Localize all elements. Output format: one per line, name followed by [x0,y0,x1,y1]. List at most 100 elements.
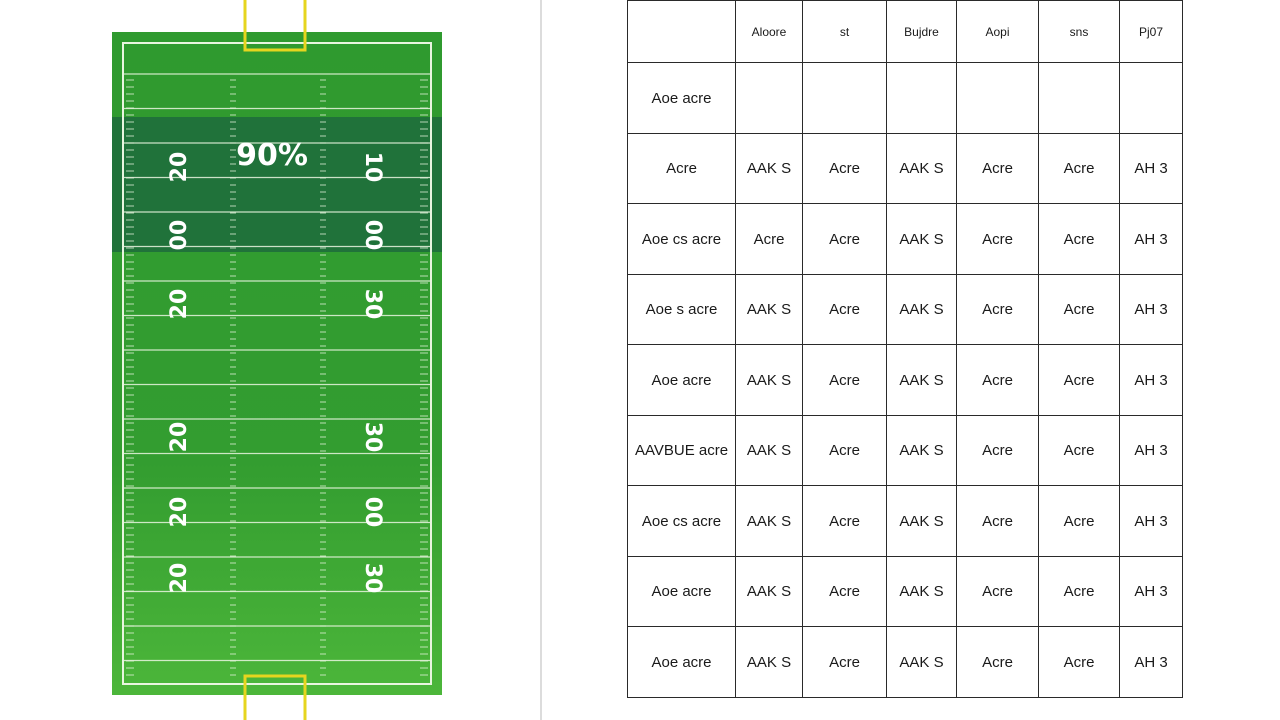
yard-number: 20 [167,563,192,594]
yard-number: 20 [167,422,192,453]
row-label-cell: Aoe acre [627,62,736,134]
table-cell: Acre [1038,274,1120,345]
table-cell: AAK S [886,344,957,416]
table-row: Aoe s acre AAK S Acre AAK S Acre Acre AH 3 [627,274,1183,345]
table-cell: Acre [1038,556,1120,627]
table-cell: AH 3 [1119,415,1183,486]
table-cell: AH 3 [1119,485,1183,557]
yard-number: 20 [167,289,192,320]
row-label-cell: Aoe acre [627,344,736,416]
header-cell: Bujdre [886,0,957,63]
table-cell: Acre [956,626,1039,698]
field-boundary [122,42,432,685]
table-body: Aoe acre Acre AAK S Acre AAK S Acre Acre AH 3 Ao… [627,62,1183,698]
table-row: Aoe acre AAK S Acre AAK S Acre Acre AH 3 [627,556,1183,627]
table-cell: Acre [1038,344,1120,416]
row-label-cell: AAVBUE acre [627,415,736,486]
table-cell [956,62,1039,134]
table-cell: AAK S [735,344,803,416]
table-cell: AAK S [886,556,957,627]
table-row: Aoe cs acre AAK S Acre AAK S Acre Acre AH 3 [627,485,1183,557]
table-cell: Acre [802,274,887,345]
header-cell: Aloore [735,0,803,63]
yard-number: 00 [360,497,385,528]
table-row: Aoe cs acre Acre Acre AAK S Acre Acre AH 3 [627,203,1183,275]
table-cell: Acre [956,344,1039,416]
table-cell: Acre [802,203,887,275]
yard-number: 00 [360,220,385,251]
table-cell: AH 3 [1119,133,1183,204]
table-cell: Acre [802,344,887,416]
table-cell: AH 3 [1119,556,1183,627]
data-table: Aloore st Bujdre Aopi sns Pj07 Aoe acre A… [627,0,1183,698]
table-cell: Acre [802,556,887,627]
table-cell: Acre [1038,485,1120,557]
football-field: 90% 20 00 20 20 20 20 10 00 30 30 00 30 [112,32,442,695]
table-cell [1038,62,1120,134]
row-label-cell: Acre [627,133,736,204]
yard-number: 30 [360,289,385,320]
header-cell: st [802,0,887,63]
panel-divider [540,0,542,720]
table-cell: AAK S [886,274,957,345]
table-cell: AAK S [886,626,957,698]
table-cell: Acre [802,485,887,557]
table-cell: AAK S [886,415,957,486]
table-row: AAVBUE acre AAK S Acre AAK S Acre Acre AH 3 [627,415,1183,486]
hash-marks [126,79,428,676]
table-cell: AAK S [735,626,803,698]
table-header-row: Aloore st Bujdre Aopi sns Pj07 [627,0,1183,63]
table-cell: Acre [956,133,1039,204]
header-cell: sns [1038,0,1120,63]
table-row: Aoe acre AAK S Acre AAK S Acre Acre AH 3 [627,344,1183,416]
yard-number: 20 [167,152,192,183]
table-cell [1119,62,1183,134]
table-cell: Acre [802,626,887,698]
row-label-cell: Aoe cs acre [627,485,736,557]
table-cell: Acre [1038,415,1120,486]
field-graphic: 90% 20 00 20 20 20 20 10 00 30 30 00 30 [112,32,442,695]
table-cell: AH 3 [1119,626,1183,698]
percent-label: 90% [236,138,308,173]
table-row: Aoe acre AAK S Acre AAK S Acre Acre AH 3 [627,626,1183,698]
table-cell: AAK S [735,556,803,627]
table-cell: Acre [1038,133,1120,204]
table-cell [735,62,803,134]
goalpost-bottom-icon [243,674,307,720]
table-cell: Acre [1038,626,1120,698]
table-cell: Acre [735,203,803,275]
yard-lines [123,73,431,662]
table-cell: AAK S [735,274,803,345]
table-cell [802,62,887,134]
table-cell: Acre [956,203,1039,275]
table-cell: AAK S [886,485,957,557]
header-cell: Pj07 [1119,0,1183,63]
row-label-cell: Aoe cs acre [627,203,736,275]
shaded-band [112,117,442,252]
table-cell: AAK S [735,415,803,486]
table-cell: Acre [802,133,887,204]
table-cell: AAK S [735,485,803,557]
table-cell: Acre [802,415,887,486]
table-cell: Acre [956,556,1039,627]
table-cell: AH 3 [1119,344,1183,416]
row-label-cell: Aoe acre [627,556,736,627]
table-cell [886,62,957,134]
row-label-cell: Aoe acre [627,626,736,698]
table-cell: Acre [956,485,1039,557]
yard-numbers-left: 20 00 20 20 20 20 [167,152,192,594]
table-cell: AAK S [735,133,803,204]
yard-number: 10 [360,152,385,183]
goalpost-top-icon [243,0,307,52]
table-cell: Acre [956,274,1039,345]
yard-numbers-right: 10 00 30 30 00 30 [360,152,385,594]
header-cell: Aopi [956,0,1039,63]
yard-number: 20 [167,497,192,528]
table-cell: AAK S [886,133,957,204]
table-cell: Acre [1038,203,1120,275]
table-row: Acre AAK S Acre AAK S Acre Acre AH 3 [627,133,1183,204]
table-cell: Acre [956,415,1039,486]
table-cell: AH 3 [1119,274,1183,345]
row-label-cell: Aoe s acre [627,274,736,345]
table-row: Aoe acre [627,62,1183,134]
